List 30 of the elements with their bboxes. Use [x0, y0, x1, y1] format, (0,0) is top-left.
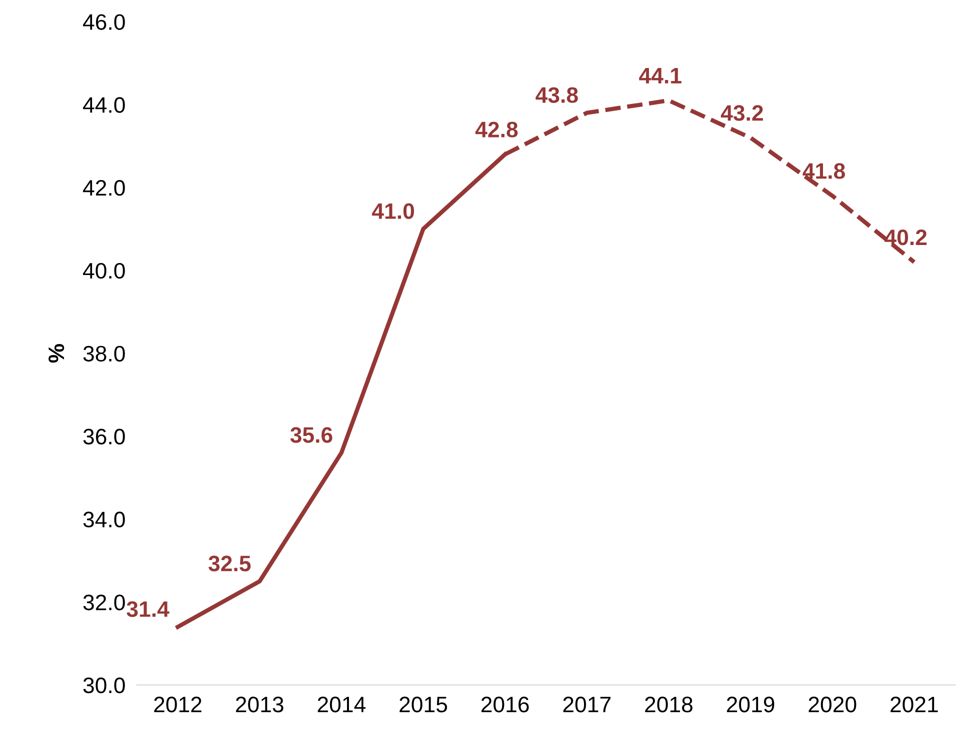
x-tick-label: 2015	[400, 696, 448, 712]
x-tick-label: 2013	[236, 696, 284, 712]
y-tick-label: 44.0	[83, 97, 125, 113]
y-tick-label: 46.0	[83, 14, 125, 30]
x-tick-label: 2019	[726, 696, 774, 712]
x-tick-label: 2021	[890, 696, 938, 712]
data-label: 35.6	[290, 427, 332, 443]
data-label: 41.8	[802, 163, 845, 179]
x-tick-label: 2020	[808, 696, 856, 712]
x-tick-label: 2014	[318, 696, 366, 712]
data-label: 42.8	[475, 122, 518, 138]
y-axis-title: %	[48, 344, 64, 363]
data-label: 41.0	[372, 203, 414, 219]
data-label: 40.2	[884, 229, 927, 246]
y-tick-label: 30.0	[83, 678, 125, 694]
y-tick-label: 36.0	[83, 428, 125, 444]
x-tick-label: 2017	[563, 696, 610, 712]
x-tick-label: 2012	[154, 696, 202, 712]
data-label: 32.5	[208, 556, 251, 572]
data-label: 43.8	[536, 87, 578, 103]
y-tick-label: 32.0	[83, 594, 125, 610]
y-tick-label: 40.0	[83, 262, 125, 279]
data-label: 44.1	[639, 68, 682, 84]
data-label: 31.4	[126, 601, 170, 618]
data-label: 43.2	[720, 105, 763, 121]
x-tick-label: 2018	[645, 696, 692, 712]
y-tick-label: 38.0	[83, 346, 125, 362]
x-tick-label: 2016	[481, 696, 529, 712]
y-tick-label: 34.0	[83, 512, 125, 528]
y-tick-label: 42.0	[83, 180, 125, 196]
